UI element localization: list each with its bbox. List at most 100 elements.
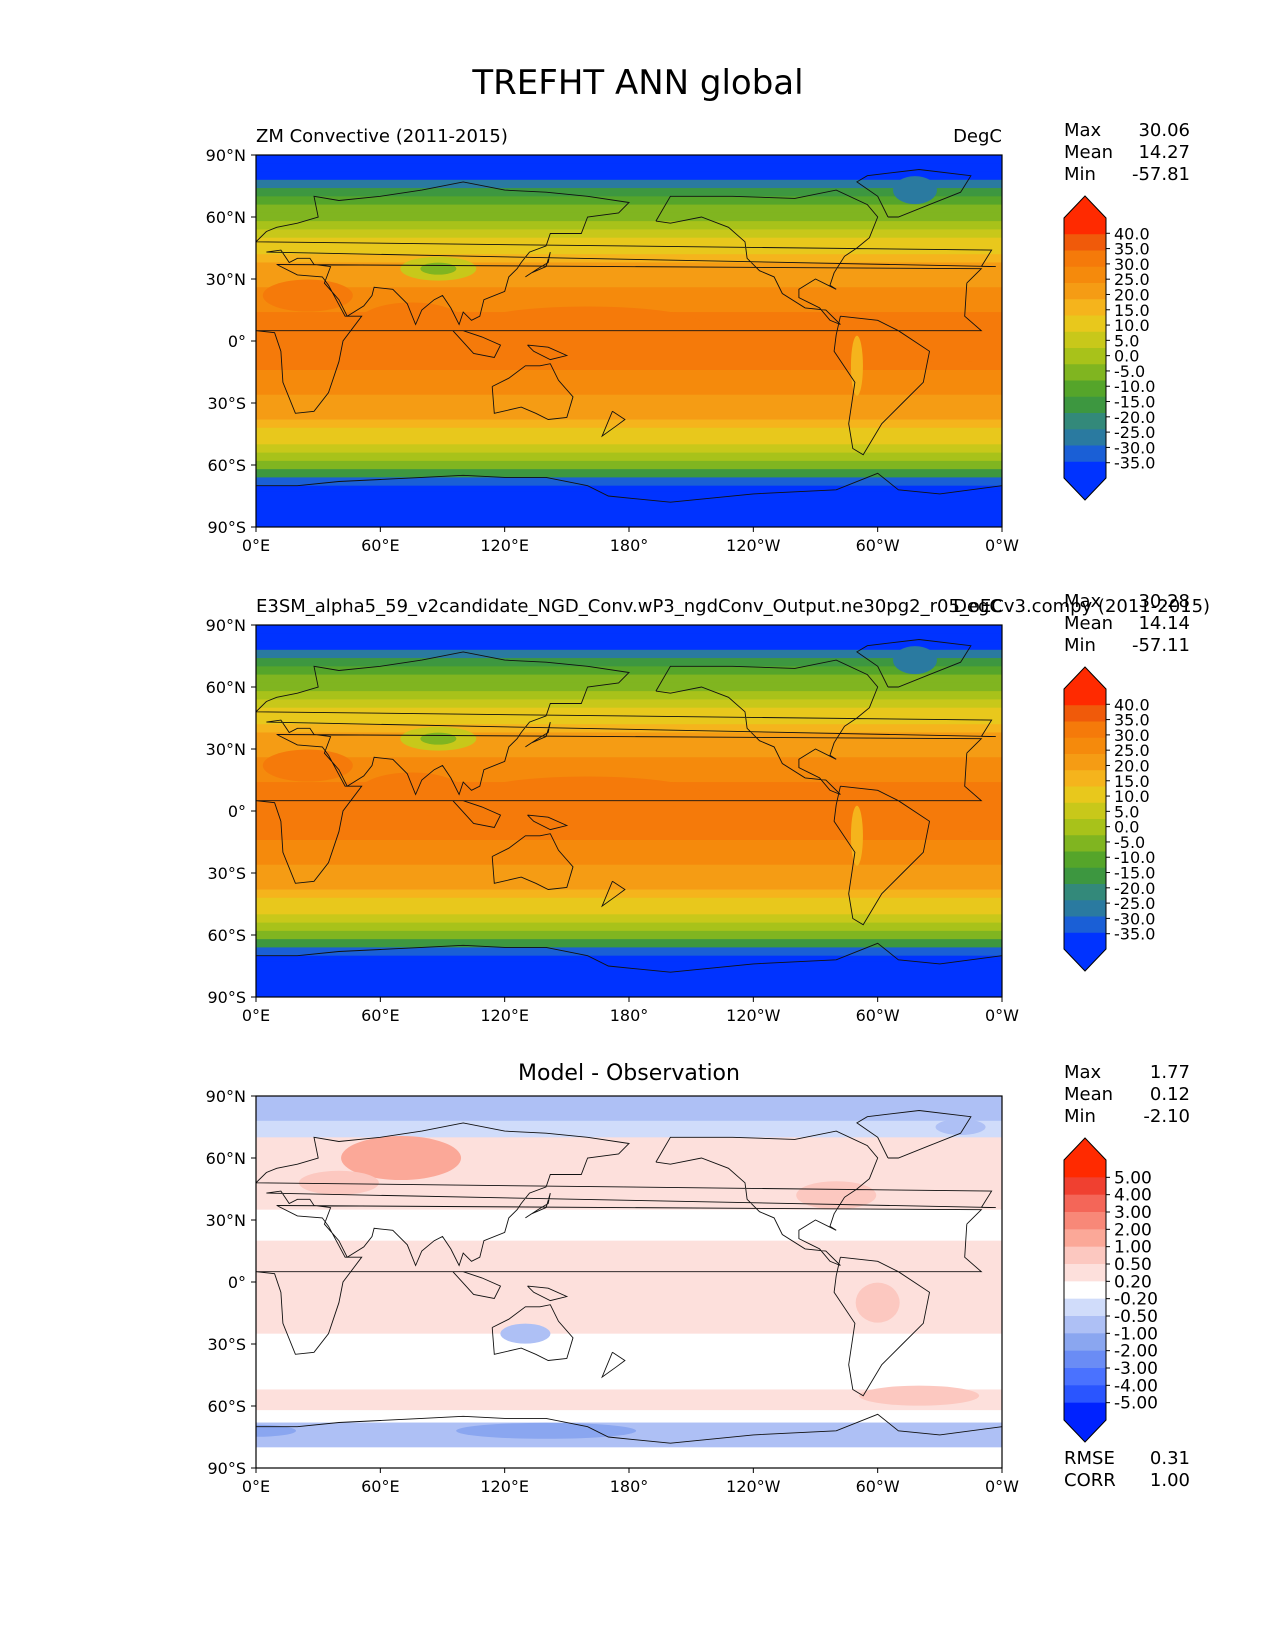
difference-anomaly-region — [341, 1136, 462, 1180]
lat-tick-label: 90°S — [207, 988, 246, 1007]
temperature-anomaly-region — [356, 302, 467, 347]
colorbar-extend-min — [1064, 478, 1106, 500]
panel-diff: Model - Observation 90°N 60°N 30°N 0° 30°S 60… — [206, 1061, 1190, 1496]
colorbar-segment — [1064, 737, 1106, 755]
temperature-band — [256, 906, 1002, 915]
panel-test: ZM Convective (2011-2015) DegC 90°N 60°N 3… — [206, 120, 1190, 555]
colorbar-tick-label: -25.0 — [1114, 894, 1155, 913]
colorbar-segment — [1064, 396, 1106, 414]
colorbar-tick-label: 4.00 — [1114, 1186, 1152, 1206]
colorbar-ref: 40.035.030.025.020.015.010.05.00.0-5.0-1… — [1063, 666, 1155, 972]
lon-tick-label: 0°W — [985, 1477, 1019, 1496]
colorbar-tick-label: 10.0 — [1114, 787, 1150, 806]
colorbar-tick-label: -5.0 — [1114, 833, 1145, 852]
colorbar-tick-label: -20.0 — [1114, 879, 1155, 898]
temperature-band — [256, 204, 1002, 214]
temperature-band — [256, 155, 1002, 164]
temperature-band — [256, 237, 1002, 247]
temperature-band — [256, 831, 1002, 841]
lon-tick-label: 60°W — [856, 536, 900, 555]
colorbar-outline — [1063, 1137, 1107, 1443]
antarctica-cold-region — [256, 961, 1002, 997]
stat-min-label: Min — [1064, 164, 1096, 185]
temperature-band — [256, 460, 1002, 470]
temperature-band — [256, 715, 1002, 725]
temperature-band — [256, 633, 1002, 643]
colorbar-segment — [1064, 884, 1106, 901]
colorbar-tick-label: 5.00 — [1114, 1168, 1152, 1188]
lat-tick-label: 60°N — [206, 678, 246, 697]
difference-band — [256, 1410, 1002, 1424]
temperature-band — [256, 287, 1002, 297]
colorbar-tick-label: 2.00 — [1114, 1220, 1152, 1240]
colorbar-segment — [1064, 299, 1106, 316]
colorbar-segment — [1064, 250, 1106, 268]
colorbar-segment — [1064, 770, 1106, 787]
difference-anomaly-region — [298, 1170, 379, 1195]
colorbar-segment — [1064, 1298, 1106, 1317]
colorbar-segment — [1064, 851, 1106, 869]
temperature-band — [256, 444, 1002, 454]
colorbar-segment — [1064, 1194, 1106, 1213]
stat-mean-value: 14.14 — [1138, 613, 1190, 634]
temperature-anomaly-region — [262, 279, 353, 312]
lon-tick-label: 120°W — [726, 536, 781, 555]
temperature-band — [256, 947, 1002, 957]
stat-max-value: 1.77 — [1150, 1062, 1190, 1083]
colorbar-segment — [1064, 283, 1106, 300]
colorbar-segment — [1064, 266, 1106, 284]
rmse-label: RMSE — [1064, 1448, 1115, 1469]
temperature-band — [256, 163, 1002, 173]
coastline-path — [256, 169, 1002, 503]
temperature-band — [256, 806, 1002, 816]
temperature-band — [256, 477, 1002, 487]
temperature-band — [256, 873, 1002, 882]
colorbar-tick-label: 10.0 — [1114, 316, 1150, 335]
lat-tick-label: 0° — [228, 802, 246, 821]
stat-max-label: Max — [1064, 591, 1102, 612]
stat-mean-label: Mean — [1064, 142, 1113, 163]
colorbar-tick-label: -30.0 — [1114, 909, 1155, 928]
lon-tick-label: 0°W — [985, 536, 1019, 555]
lat-tick-label: 30°N — [206, 1211, 246, 1230]
colorbar-tick-label: -15.0 — [1114, 393, 1155, 412]
lat-tick-label: 30°S — [207, 864, 246, 883]
colorbar-segment — [1064, 1212, 1106, 1230]
colorbar-tick-label: 5.0 — [1114, 802, 1139, 821]
lat-tick-label: 30°N — [206, 740, 246, 759]
coastline-path — [256, 1110, 1002, 1444]
lon-tick-label: 0°W — [985, 1006, 1019, 1025]
colorbar-extend-max — [1064, 1138, 1106, 1160]
lon-tick-label: 180° — [610, 536, 649, 555]
temperature-band — [256, 724, 1002, 734]
colorbar-segment — [1064, 1350, 1106, 1369]
difference-anomaly-region — [500, 1323, 551, 1344]
temperature-band — [256, 188, 1002, 197]
colorbar-tick-label: 20.0 — [1114, 285, 1150, 304]
colorbar-tick-label: -5.00 — [1114, 1394, 1158, 1414]
map-axes: 90°N 60°N 30°N 0° 30°S 60°S 90°S0°E 60°E 120°E 18… — [206, 1087, 1020, 1496]
lat-tick-label: 90°S — [207, 1459, 246, 1478]
colorbar-tick-label: -0.50 — [1114, 1307, 1158, 1327]
difference-band — [256, 1096, 1002, 1122]
temperature-anomaly-region — [892, 646, 937, 675]
lat-tick-label: 30°S — [207, 1335, 246, 1354]
colorbar-segment — [1064, 218, 1106, 235]
lon-tick-label: 0°E — [242, 536, 270, 555]
lat-tick-label: 60°S — [207, 1397, 246, 1416]
colorbar-segment — [1064, 413, 1106, 430]
temperature-band — [256, 749, 1002, 758]
lat-tick-label: 60°N — [206, 208, 246, 227]
colorbar-tick-label: -1.00 — [1114, 1324, 1158, 1344]
colorbar-segment — [1064, 835, 1106, 852]
difference-anomaly-region — [796, 1181, 877, 1210]
colorbar-segment — [1064, 1160, 1106, 1178]
temperature-band — [256, 856, 1002, 866]
colorbar-segment — [1064, 900, 1106, 917]
colorbar-segment — [1064, 348, 1106, 365]
colorbar-tick-label: 0.0 — [1114, 818, 1139, 837]
colorbar-outline — [1063, 195, 1107, 501]
coastlines — [256, 1110, 1002, 1444]
colorbar-segment — [1064, 1402, 1106, 1421]
colorbar-segment — [1064, 1281, 1106, 1300]
